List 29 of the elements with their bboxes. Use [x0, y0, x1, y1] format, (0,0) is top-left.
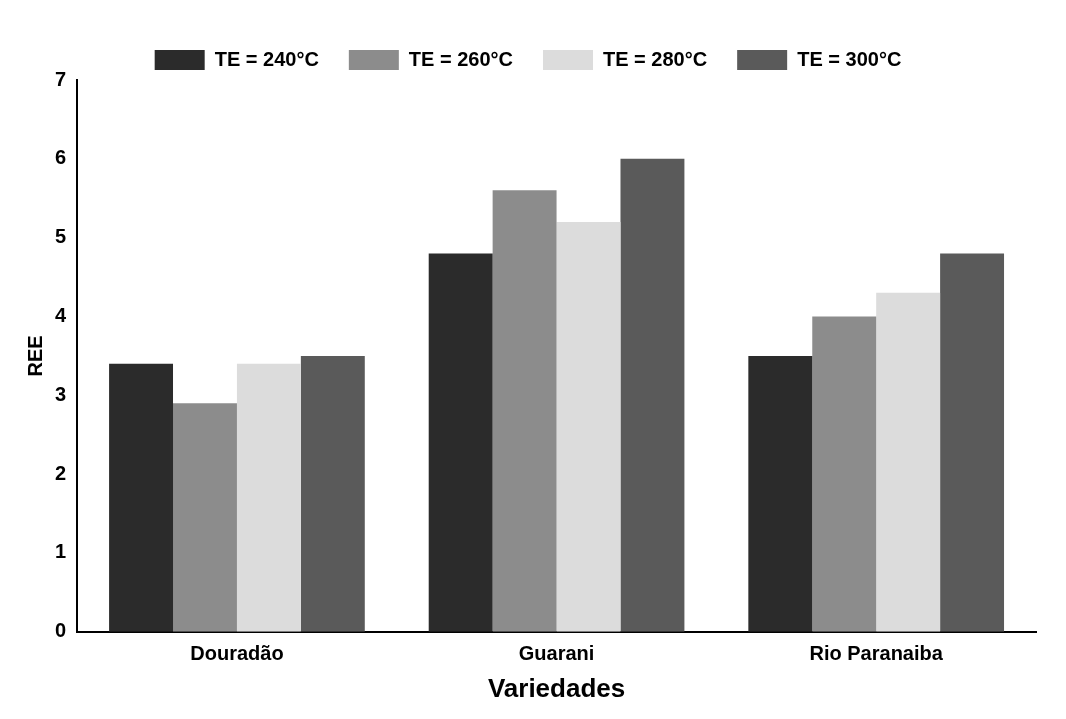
y-tick-label: 3 — [55, 382, 67, 405]
bar — [109, 363, 174, 632]
legend-label: TE = 300°C — [797, 47, 902, 70]
bar — [748, 355, 813, 632]
y-tick-label: 4 — [55, 304, 67, 326]
y-axis-title: REE — [23, 335, 46, 377]
bar — [428, 253, 493, 632]
y-tick-label: 0 — [55, 619, 67, 642]
legend-label: TE = 260°C — [408, 47, 514, 70]
bar — [300, 355, 365, 632]
bar — [173, 403, 237, 632]
y-tick-label: 1 — [55, 540, 67, 563]
y-tick-label: 5 — [55, 225, 67, 248]
bar — [940, 253, 1005, 632]
bar — [236, 363, 301, 632]
y-tick-label: 7 — [55, 67, 67, 90]
bar — [492, 190, 557, 632]
x-tick-label: Guarani — [518, 642, 595, 665]
x-axis-title: Variedades — [487, 672, 626, 703]
bar — [876, 292, 941, 632]
bar — [620, 158, 685, 632]
bar — [556, 221, 621, 632]
y-tick-label: 6 — [55, 146, 67, 169]
x-tick-label: Douradão — [190, 642, 284, 665]
y-tick-label: 2 — [55, 461, 67, 484]
x-tick-label: Rio Paranaiba — [809, 642, 944, 665]
legend-label: TE = 280°C — [603, 47, 708, 70]
bar — [812, 316, 877, 632]
legend-label: TE = 240°C — [214, 47, 319, 70]
